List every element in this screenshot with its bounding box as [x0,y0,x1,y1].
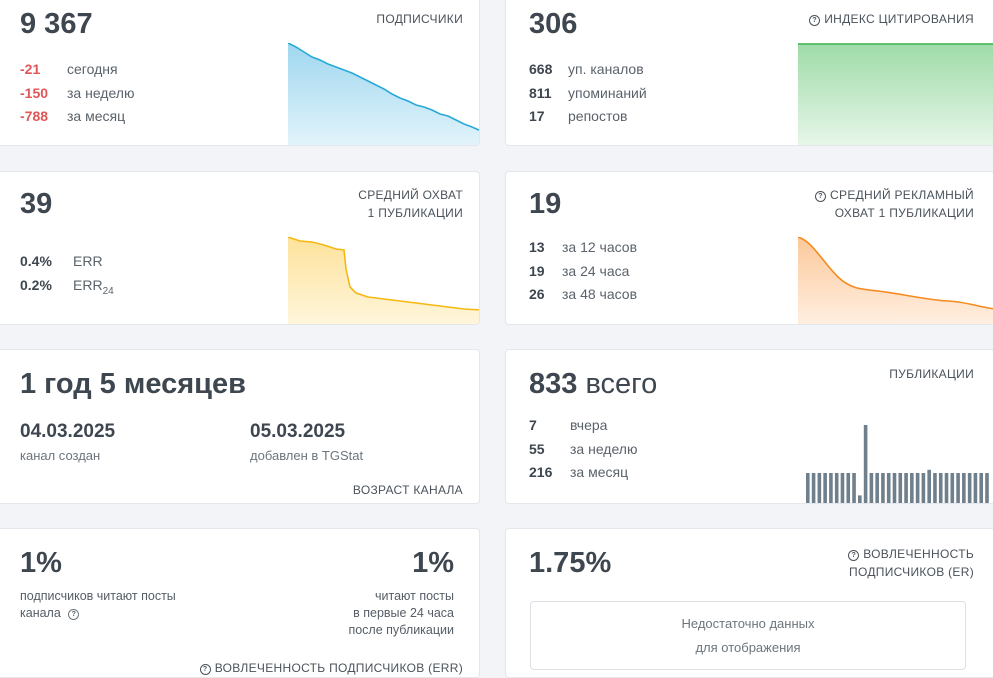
publication-bar [863,425,868,503]
publication-bar [962,473,966,503]
publication-bar [840,473,845,503]
citation-sparkline [798,43,993,145]
publication-bar [979,473,983,503]
reach-card[interactable]: 39 СРЕДНИЙ ОХВАТ 1 ПУБЛИКАЦИИ 0.4% ERR 0.… [0,171,480,325]
subscribers-card[interactable]: 9 367 ПОДПИСЧИКИ -21 сегодня -150 за недел… [0,0,480,146]
publications-stats: 7 вчера 55 за неделю 216 за месяц [529,414,637,485]
publication-bar [967,473,972,503]
publications-card[interactable]: 833 всего ПУБЛИКАЦИИ 7 вчера 55 за неделю … [505,349,993,504]
publications-total: 833 всего [529,368,658,400]
subscribers-count: 9 367 [20,8,93,40]
err-right-text: читают посты в первые 24 часа после публ… [348,589,454,637]
reach-value: 39 [20,188,53,220]
publication-bar [915,473,920,503]
publication-bar [869,473,874,503]
publication-bar [944,473,949,503]
publication-bar [858,495,862,503]
publication-bar [985,473,989,503]
publication-bar [811,473,816,503]
err-right-value: 1% [412,547,454,579]
publication-bar [817,473,822,503]
question-icon[interactable]: ? [815,191,827,202]
subscribers-stats: -21 сегодня -150 за неделю -788 за месяц [20,58,134,129]
ad-reach-stats: 13 за 12 часов 19 за 24 часа 26 за 48 часов [529,236,637,307]
publication-bar [933,473,937,503]
reach-label: СРЕДНИЙ ОХВАТ 1 ПУБЛИКАЦИИ [358,188,463,220]
created-date: 04.03.2025 [20,421,116,442]
age-value: 1 год 5 месяцев [20,368,246,400]
citation-label: ? ИНДЕКС ЦИТИРОВАНИЯ [809,10,974,28]
publication-bar [956,473,960,503]
er-label: ? ВОВЛЕЧЕННОСТЬ ПОДПИСЧИКОВ (ER) [848,547,974,579]
err-label: ? ВОВЛЕЧЕННОСТЬ ПОДПИСЧИКОВ (ERR) [199,659,463,677]
subscribers-label: ПОДПИСЧИКИ [376,12,463,26]
stat-row: 19 за 24 часа [529,262,630,279]
er-card[interactable]: 1.75% ? ВОВЛЕЧЕННОСТЬ ПОДПИСЧИКОВ (ER) Не… [505,528,993,678]
publications-bar-chart [806,425,989,503]
added-date: 05.03.2025 [250,421,346,442]
ad-reach-card[interactable]: 19 ? СРЕДНИЙ РЕКЛАМНЫЙ ОХВАТ 1 ПУБЛИКАЦИИ… [505,171,993,325]
err-row: 0.4% ERR [20,253,103,269]
citation-card[interactable]: 306 ? ИНДЕКС ЦИТИРОВАНИЯ 668 уп. каналов 8… [505,0,993,146]
stat-row: 811 упоминаний [529,84,647,101]
publication-bar [881,473,885,503]
stat-row: 55 за неделю [529,440,638,457]
stat-row: -150 за неделю [20,84,135,101]
subscribers-sparkline [288,43,479,145]
publication-bar [892,473,897,503]
no-data-box: Недостаточно данных для отображения [530,601,966,670]
stat-row: 13 за 12 часов [529,239,638,255]
stat-row: 26 за 48 часов [529,286,638,302]
created-label: канал создан [20,448,101,463]
reach-sparkline [288,237,479,324]
publication-bar [834,473,839,503]
publication-bar [846,473,851,503]
added-label: добавлен в TGStat [250,448,364,463]
err-card[interactable]: 1% подписчиков читают посты канала ? 1% … [0,528,480,678]
err-left-value: 1% [20,547,62,579]
question-icon[interactable]: ? [809,15,821,26]
publication-bar [904,473,908,503]
citation-index-value: 306 [529,8,578,40]
err-left-text: подписчиков читают посты канала ? [20,589,176,620]
publication-bar [806,473,810,503]
reach-err-stats: 0.4% ERR 0.2% ERR24 [20,250,114,303]
stat-row: -21 сегодня [20,61,118,77]
ad-reach-sparkline [798,237,993,324]
publication-bar [829,473,833,503]
question-icon[interactable]: ? [848,550,860,561]
er-value: 1.75% [529,547,612,579]
stat-row: 17 репостов [529,108,628,124]
publication-bar [886,473,891,503]
publication-bar [875,473,879,503]
stat-row: 668 уп. каналов [529,61,644,77]
err24-row: 0.2% ERR24 [20,276,114,297]
publications-label: ПУБЛИКАЦИИ [889,367,974,381]
publication-bar [823,473,827,503]
age-card[interactable]: 1 год 5 месяцев 04.03.2025 канал создан … [0,349,480,504]
publication-bar [910,473,914,503]
stat-row: 216 за месяц [529,464,629,480]
age-label: ВОЗРАСТ КАНАЛА [352,483,463,497]
citation-stats: 668 уп. каналов 811 упоминаний 17 репостов [529,58,647,129]
ad-reach-value: 19 [529,188,562,220]
publication-bar [852,473,856,503]
stat-row: -788 за месяц [20,108,126,124]
publication-bar [898,473,903,503]
ad-reach-label: ? СРЕДНИЙ РЕКЛАМНЫЙ ОХВАТ 1 ПУБЛИКАЦИИ [815,186,974,222]
stat-row: 7 вчера [529,417,608,433]
publication-bar [938,473,943,503]
publication-bar [927,469,931,503]
publication-bar [921,473,926,503]
publication-bar [950,473,955,503]
publication-bar [973,473,978,503]
question-icon[interactable]: ? [68,609,80,620]
